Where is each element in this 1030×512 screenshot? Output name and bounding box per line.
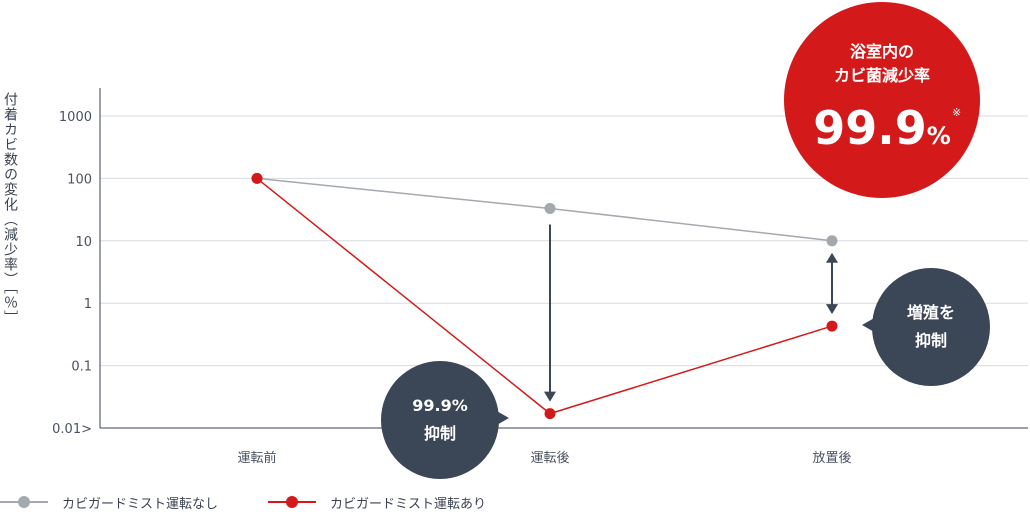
legend-item-with: カビガードミスト運転あり — [268, 493, 486, 512]
series-lines — [251, 172, 838, 420]
data-point-with — [826, 320, 838, 332]
y-tick-label: 0.01> — [52, 422, 92, 437]
headline-badge: 浴室内の カビ菌減少率 99.9% ※ — [784, 2, 980, 198]
y-axis-ticks: 1000 100 10 1 0.1 0.01> — [52, 110, 92, 437]
y-tick-label: 1 — [84, 297, 92, 312]
legend-dot-with — [286, 496, 299, 508]
x-category-label: 運転前 — [237, 450, 276, 466]
suppression-bubble-left: 増殖を 抑制 — [862, 268, 990, 386]
bubble-after-line2: 抑制 — [423, 424, 456, 443]
legend-item-without: カビガードミスト運転なし — [0, 493, 218, 512]
legend-swatch-with — [268, 496, 317, 508]
legend-label-with: カビガードミスト運転あり — [330, 496, 487, 512]
x-category-label: 運転後 — [530, 451, 569, 466]
series-line-without — [256, 177, 833, 242]
headline-value-row: 99.9% — [784, 98, 980, 166]
arrow-double-head-up — [826, 252, 838, 263]
legend-label-without: カビガードミスト運転なし — [62, 496, 219, 512]
data-point-without — [544, 202, 556, 214]
arrow-double-head-down — [826, 304, 838, 315]
y-tick-label: 10 — [75, 235, 92, 250]
bubble-left-line2: 抑制 — [914, 331, 947, 350]
arrow-down-head — [544, 391, 556, 402]
y-tick-label: 0.1 — [71, 360, 92, 375]
y-tick-label: 100 — [67, 172, 92, 187]
data-point-with — [544, 408, 556, 420]
arrows — [544, 224, 838, 402]
suppression-bubble-after: 99.9% 抑制 — [381, 361, 509, 479]
headline-line1: 浴室内の — [849, 42, 914, 61]
data-point-without — [826, 235, 838, 247]
legend-dot-without — [18, 496, 30, 508]
bubble-after-line1: 99.9% — [412, 396, 468, 415]
headline-line2: カビ菌減少率 — [833, 66, 930, 85]
series-line-with — [256, 177, 833, 415]
y-tick-label: 1000 — [59, 110, 92, 125]
headline-note: ※ — [952, 106, 962, 119]
data-point-with — [251, 172, 263, 184]
x-axis-categories: 運転前 運転後 放置後 — [237, 450, 851, 466]
y-axis-label: 付着カビ数の変化（減少率）［％］ — [2, 92, 18, 325]
legend-swatch-without — [0, 496, 48, 508]
x-category-label: 放置後 — [812, 451, 851, 466]
headline-value: 99.9 — [813, 101, 927, 155]
bubble-left-line1: 増殖を — [906, 303, 955, 322]
legend: カビガードミスト運転なし カビガードミスト運転あり — [0, 492, 536, 512]
headline-unit: % — [926, 122, 951, 150]
